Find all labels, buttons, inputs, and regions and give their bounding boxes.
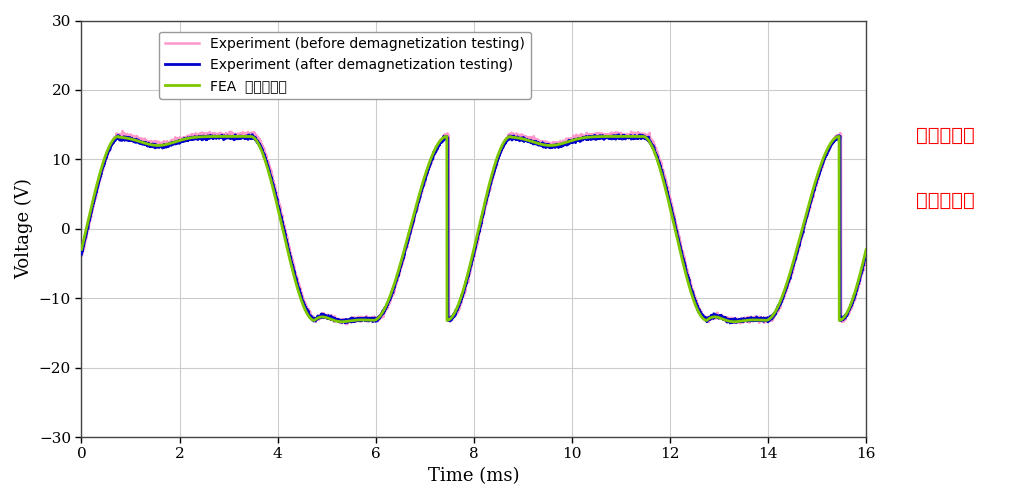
Text: 退磁测试后: 退磁测试后 [916, 190, 975, 210]
Experiment (after demagnetization testing) [860, 248, 872, 254]
Experiment (after demagnetization testing) [724, 320, 736, 326]
FEA  有限元分析 [798, 222, 810, 228]
Experiment (before demagnetization testing) [646, 140, 658, 145]
FEA  有限元分析 [860, 246, 872, 252]
Line: FEA  有限元分析: FEA 有限元分析 [82, 136, 866, 322]
Experiment (before demagnetization testing) [837, 318, 849, 324]
FEA  有限元分析 [449, 310, 461, 316]
FEA  有限元分析 [728, 318, 740, 324]
Experiment (before demagnetization testing) [406, 228, 418, 234]
FEA  有限元分析 [412, 198, 424, 203]
Experiment (before demagnetization testing) [412, 204, 424, 210]
FEA  有限元分析 [837, 316, 849, 322]
FEA  有限元分析 [245, 134, 257, 140]
FEA  有限元分析 [645, 142, 657, 148]
Experiment (after demagnetization testing) [837, 316, 849, 322]
Experiment (before demagnetization testing) [117, 128, 129, 134]
Line: Experiment (after demagnetization testing): Experiment (after demagnetization testin… [82, 134, 866, 323]
Y-axis label: Voltage (V): Voltage (V) [15, 178, 33, 279]
Experiment (after demagnetization testing) [76, 251, 88, 257]
Experiment (after demagnetization testing) [645, 142, 657, 148]
Experiment (before demagnetization testing) [339, 321, 351, 327]
Experiment (before demagnetization testing) [798, 228, 810, 234]
Experiment (before demagnetization testing) [449, 311, 461, 317]
Line: Experiment (before demagnetization testing): Experiment (before demagnetization testi… [82, 131, 866, 324]
Experiment (after demagnetization testing) [412, 201, 424, 207]
Experiment (before demagnetization testing) [76, 253, 88, 259]
FEA  有限元分析 [76, 246, 88, 252]
Experiment (after demagnetization testing) [798, 226, 810, 232]
X-axis label: Time (ms): Time (ms) [428, 467, 519, 485]
Text: 退磁测试前: 退磁测试前 [916, 126, 975, 144]
FEA  有限元分析 [406, 220, 418, 226]
Experiment (before demagnetization testing) [860, 254, 872, 260]
Experiment (after demagnetization testing) [406, 224, 418, 230]
Legend: Experiment (before demagnetization testing), Experiment (after demagnetization t: Experiment (before demagnetization testi… [159, 32, 530, 98]
Experiment (after demagnetization testing) [449, 313, 461, 319]
Experiment (after demagnetization testing) [246, 132, 258, 138]
